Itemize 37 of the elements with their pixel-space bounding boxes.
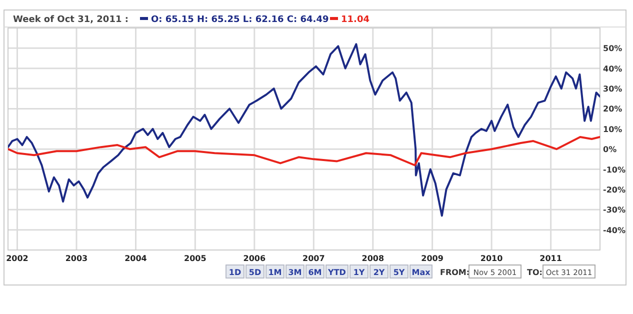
text: YTD (327, 268, 346, 277)
text: 5Y (393, 268, 405, 277)
y-tick-label: 10% (603, 124, 622, 134)
text: 6M (308, 268, 322, 277)
y-tick-label: 40% (603, 64, 622, 74)
x-tick-label: 2007 (302, 254, 325, 263)
text: 1M (268, 268, 282, 277)
y-tick-label: -30% (603, 206, 626, 215)
y-tick-label: 20% (603, 104, 622, 114)
x-tick-label: 2009 (421, 254, 444, 263)
text: 11.04 (341, 15, 370, 25)
text: Max (412, 268, 432, 277)
y-tick-label: 30% (603, 84, 622, 94)
x-tick-label: 2005 (184, 254, 207, 263)
text: 1Y (353, 268, 365, 277)
text: O: 65.15 H: 65.25 L: 62.16 C: 64.49 (151, 15, 329, 25)
x-tick-label: 2006 (243, 254, 266, 263)
y-tick-label: -10% (603, 165, 626, 174)
x-tick-label: 2004 (124, 254, 148, 263)
x-tick-label: 2010 (480, 254, 504, 263)
x-tick-label: 2008 (362, 254, 384, 263)
text: 5D (248, 268, 262, 277)
text: FROM: (440, 268, 470, 277)
x-tick-label: 2003 (65, 254, 88, 263)
line-series (8, 136, 600, 166)
text: TO: (527, 268, 542, 277)
text: 3M (288, 268, 302, 277)
y-tick-label: 0% (603, 145, 617, 154)
x-tick-label: 2002 (6, 254, 28, 263)
y-tick-label: -20% (603, 185, 626, 194)
text: 2Y (373, 268, 385, 277)
x-tick-label: 2011 (540, 254, 562, 263)
y-tick-label: -40% (603, 226, 626, 235)
y-tick-label: 50% (603, 44, 622, 54)
text: 1D (228, 268, 242, 277)
chart-title: Week of Oct 31, 2011 : (13, 15, 128, 25)
line-series (8, 43, 600, 217)
